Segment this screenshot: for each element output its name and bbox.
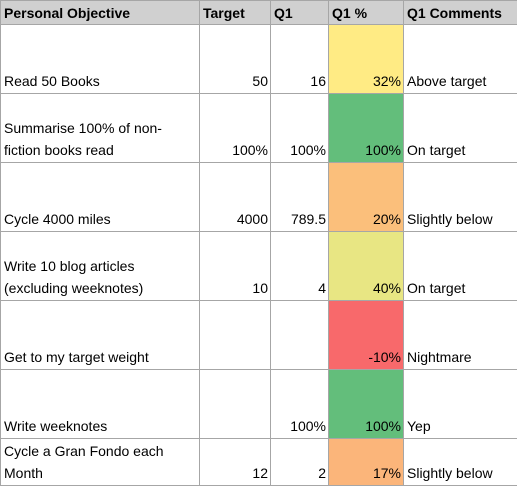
comment-cell[interactable]: Slightly below	[404, 439, 517, 486]
target-cell[interactable]: 50	[200, 25, 271, 94]
objective-cell[interactable]: Get to my target weight	[1, 301, 200, 370]
target-cell[interactable]	[200, 301, 271, 370]
table-row: Summarise 100% of non-fiction books read…	[1, 94, 517, 163]
header-q1[interactable]: Q1	[271, 1, 329, 25]
table-row: Cycle a Gran Fondo each Month 12 2 17% S…	[1, 439, 517, 486]
q1-cell[interactable]: 4	[271, 232, 329, 301]
target-cell[interactable]: 12	[200, 439, 271, 486]
objective-cell[interactable]: Write weeknotes	[1, 370, 200, 439]
objective-cell[interactable]: Summarise 100% of non-fiction books read	[1, 94, 200, 163]
target-cell[interactable]: 4000	[200, 163, 271, 232]
comment-cell[interactable]: Nightmare	[404, 301, 517, 370]
header-q1-percent[interactable]: Q1 %	[329, 1, 404, 25]
target-cell[interactable]: 100%	[200, 94, 271, 163]
q1-percent-cell[interactable]: 100%	[329, 370, 404, 439]
comment-cell[interactable]: On target	[404, 232, 517, 301]
q1-percent-cell[interactable]: 100%	[329, 94, 404, 163]
table-row: Write weeknotes 100% 100% Yep	[1, 370, 517, 439]
objective-cell[interactable]: Read 50 Books	[1, 25, 200, 94]
q1-cell[interactable]: 100%	[271, 370, 329, 439]
comment-cell[interactable]: On target	[404, 94, 517, 163]
q1-cell[interactable]	[271, 301, 329, 370]
header-objective[interactable]: Personal Objective	[1, 1, 200, 25]
table-row: Write 10 blog articles (excluding weekno…	[1, 232, 517, 301]
objective-cell[interactable]: Cycle 4000 miles	[1, 163, 200, 232]
q1-cell[interactable]: 100%	[271, 94, 329, 163]
table-row: Get to my target weight -10% Nightmare	[1, 301, 517, 370]
q1-percent-cell[interactable]: 32%	[329, 25, 404, 94]
target-cell[interactable]: 10	[200, 232, 271, 301]
objective-cell[interactable]: Cycle a Gran Fondo each Month	[1, 439, 200, 486]
q1-percent-cell[interactable]: 17%	[329, 439, 404, 486]
objective-cell[interactable]: Write 10 blog articles (excluding weekno…	[1, 232, 200, 301]
table-row: Read 50 Books 50 16 32% Above target	[1, 25, 517, 94]
header-target[interactable]: Target	[200, 1, 271, 25]
table-row: Cycle 4000 miles 4000 789.5 20% Slightly…	[1, 163, 517, 232]
target-cell[interactable]	[200, 370, 271, 439]
header-row: Personal Objective Target Q1 Q1 % Q1 Com…	[1, 1, 517, 25]
q1-percent-cell[interactable]: 40%	[329, 232, 404, 301]
header-q1-comments[interactable]: Q1 Comments	[404, 1, 517, 25]
q1-percent-cell[interactable]: -10%	[329, 301, 404, 370]
q1-cell[interactable]: 789.5	[271, 163, 329, 232]
comment-cell[interactable]: Yep	[404, 370, 517, 439]
q1-cell[interactable]: 16	[271, 25, 329, 94]
q1-percent-cell[interactable]: 20%	[329, 163, 404, 232]
comment-cell[interactable]: Above target	[404, 25, 517, 94]
q1-cell[interactable]: 2	[271, 439, 329, 486]
comment-cell[interactable]: Slightly below	[404, 163, 517, 232]
